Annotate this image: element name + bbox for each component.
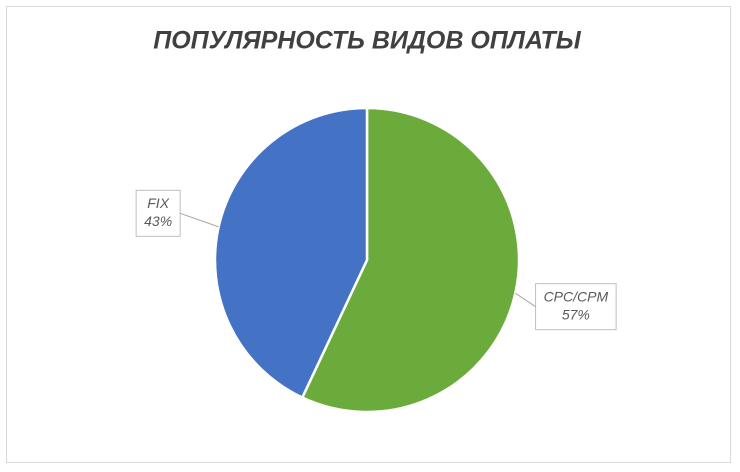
data-label-category: CPC/CPM xyxy=(544,288,609,304)
data-label-box xyxy=(535,283,617,331)
data-label-category: FIX xyxy=(147,195,169,211)
leader-line xyxy=(180,212,219,228)
data-label-value: 43% xyxy=(144,213,172,229)
leader-line xyxy=(515,292,536,308)
pie-slice xyxy=(300,106,521,414)
data-label-value: 57% xyxy=(562,306,590,322)
data-label: FIX 43% xyxy=(135,189,181,237)
data-label: CPC/CPM 57% xyxy=(535,283,617,331)
chart-title: ПОПУЛЯРНОСТЬ ВИДОВ ОПЛАТЫ xyxy=(153,27,582,55)
